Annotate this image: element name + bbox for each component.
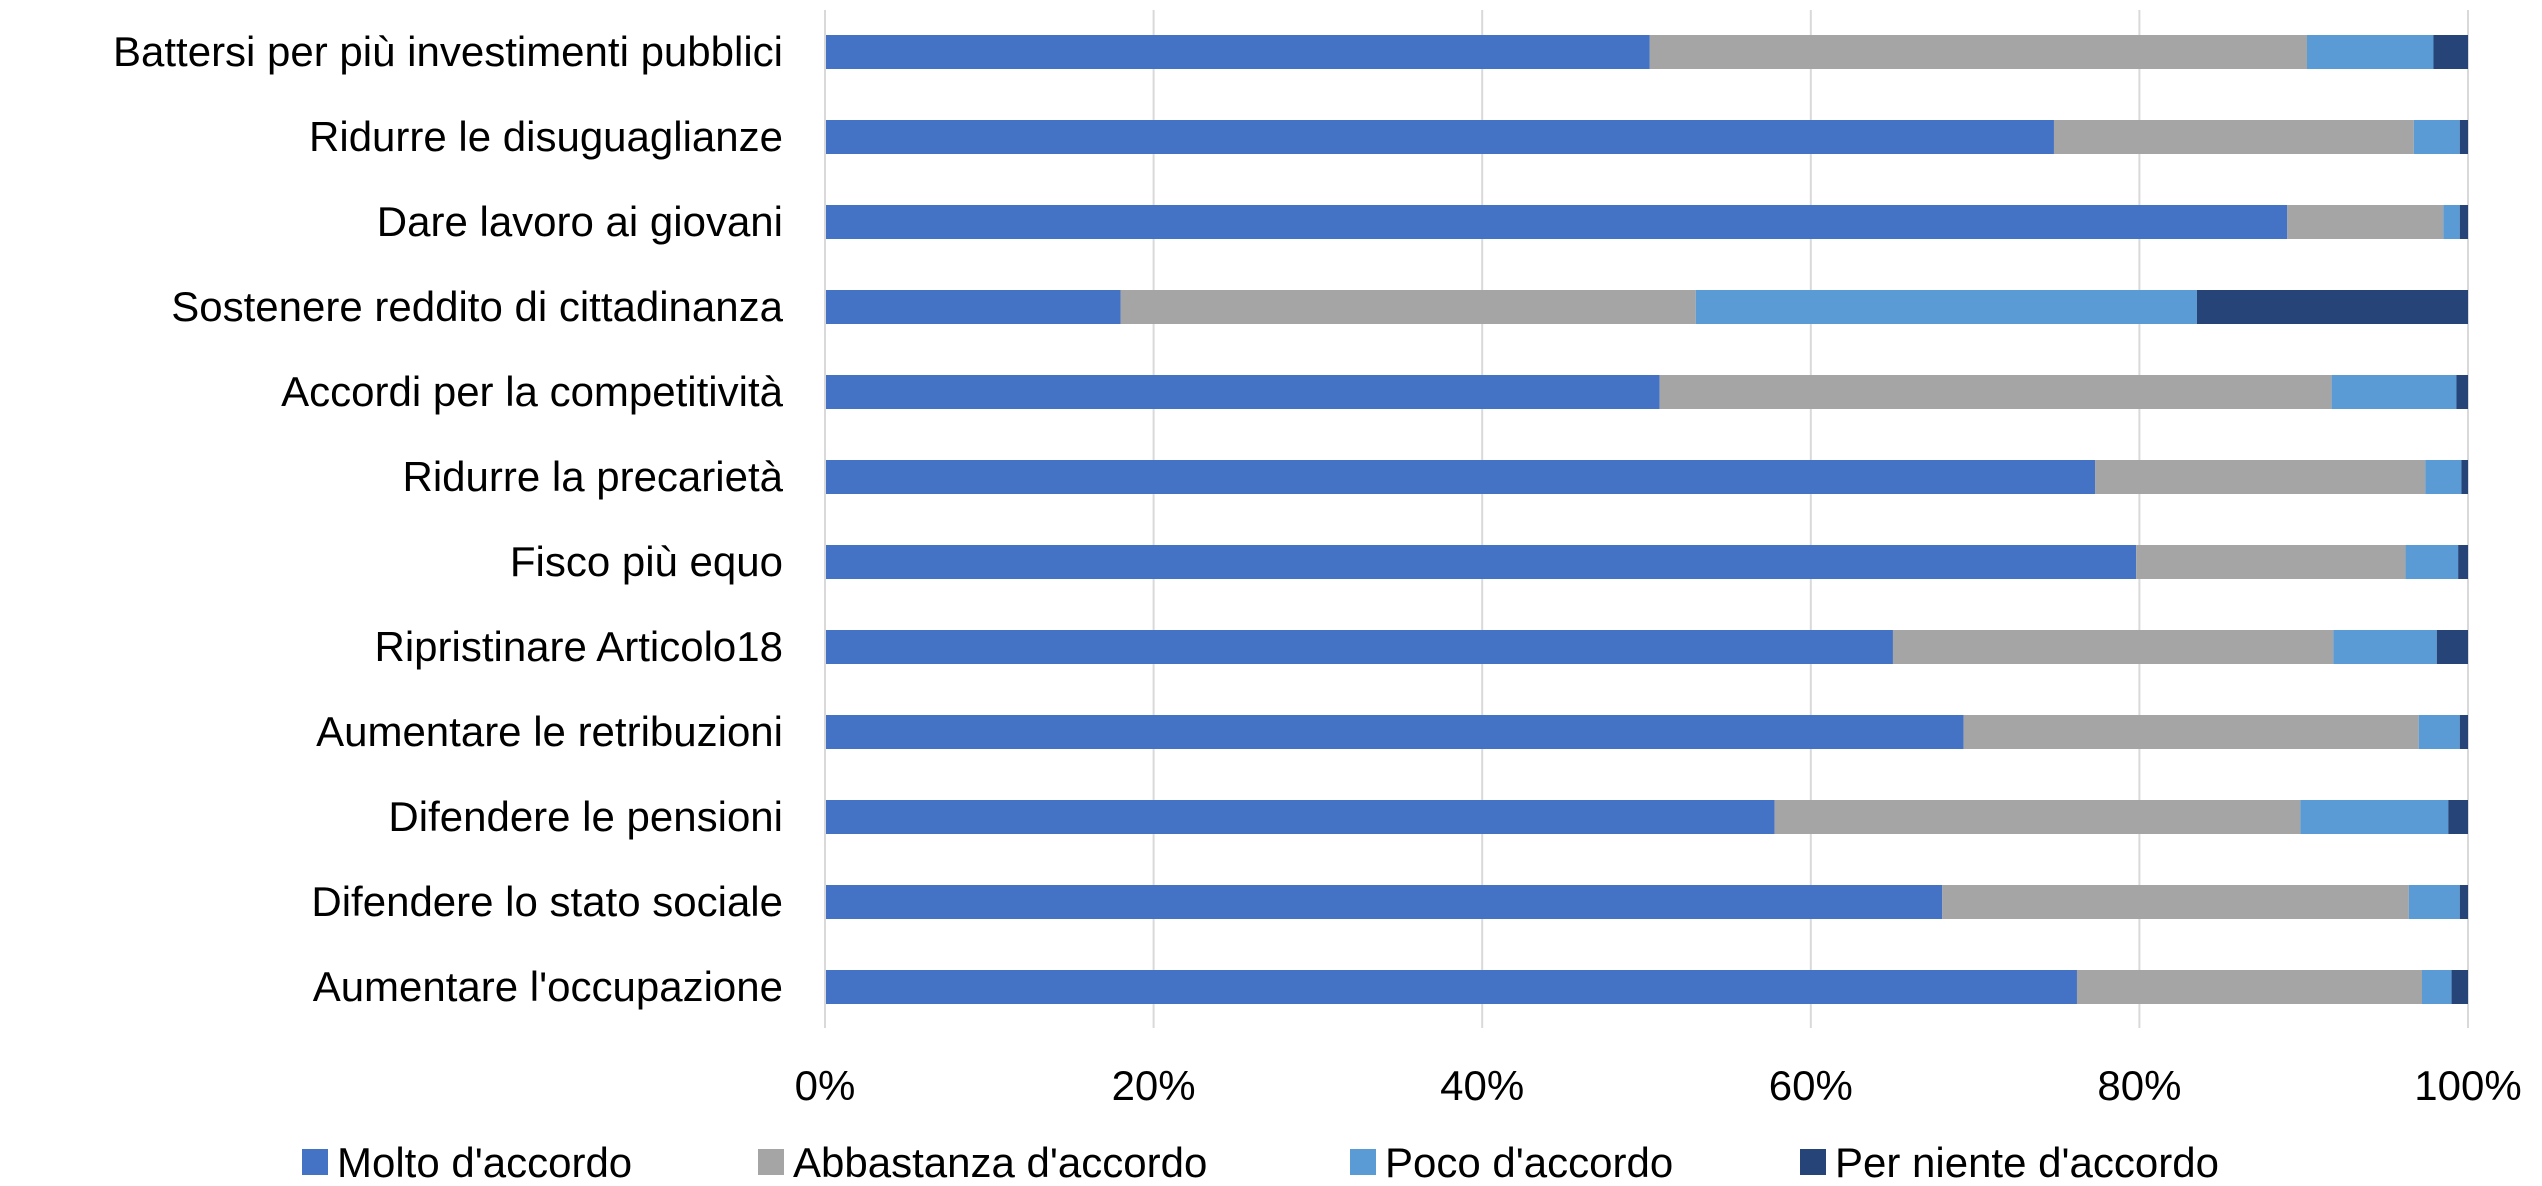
bar-segment	[1695, 290, 2197, 324]
category-label: Difendere le pensioni	[388, 793, 783, 840]
bar-segment	[2287, 205, 2444, 239]
bar-segment	[825, 375, 1660, 409]
bar-segment	[825, 885, 1943, 919]
category-label: Sostenere reddito di cittadinanza	[171, 283, 783, 330]
bar-segment	[825, 460, 2096, 494]
legend-swatch	[1800, 1149, 1826, 1175]
bar-segment	[2443, 205, 2460, 239]
bar-segment	[825, 205, 2288, 239]
bar-segment	[2306, 35, 2434, 69]
bar-segment	[2333, 630, 2437, 664]
bar-segment	[825, 715, 1964, 749]
category-label: Accordi per la competitività	[281, 368, 784, 415]
bar-segment	[1659, 375, 2332, 409]
legend-label: Abbastanza d'accordo	[793, 1139, 1207, 1186]
bar-segment	[2461, 460, 2468, 494]
bar-segment	[2421, 970, 2452, 1004]
bar-segment	[2053, 120, 2414, 154]
bar-segment	[2456, 375, 2468, 409]
legend-swatch	[758, 1149, 784, 1175]
bar-segment	[2459, 885, 2468, 919]
bar-segment	[2076, 970, 2422, 1004]
bar-segment	[825, 970, 2077, 1004]
category-label: Ridurre la precarietà	[402, 453, 783, 500]
category-label: Ridurre le disuguaglianze	[309, 113, 783, 160]
bar-segment	[2451, 970, 2468, 1004]
legend-label: Per niente d'accordo	[1835, 1139, 2219, 1186]
category-label: Fisco più equo	[510, 538, 783, 585]
bar-segment	[1649, 35, 2307, 69]
category-label: Aumentare le retribuzioni	[316, 708, 783, 755]
x-tick-labels: 0% 20% 40% 60% 80% 100%	[795, 1062, 2522, 1109]
bar-segment	[2418, 715, 2460, 749]
bars	[825, 35, 2468, 1004]
category-label: Battersi per più investimenti pubblici	[113, 28, 783, 75]
bar-segment	[2408, 885, 2460, 919]
x-tick-label: 60%	[1769, 1062, 1853, 1109]
bar-segment	[2095, 460, 2426, 494]
bar-segment	[2331, 375, 2457, 409]
bar-segment	[825, 35, 1650, 69]
legend: Molto d'accordo Abbastanza d'accordo Poco …	[302, 1139, 2219, 1186]
category-label: Aumentare l'occupazione	[313, 963, 783, 1010]
bar-segment	[2300, 800, 2449, 834]
x-tick-label: 40%	[1440, 1062, 1524, 1109]
category-label: Dare lavoro ai giovani	[377, 198, 783, 245]
legend-swatch	[302, 1149, 328, 1175]
bar-segment	[2436, 630, 2468, 664]
legend-label: Poco d'accordo	[1385, 1139, 1673, 1186]
bar-segment	[2459, 715, 2468, 749]
bar-segment	[2458, 545, 2468, 579]
bar-segment	[1892, 630, 2334, 664]
legend-label: Molto d'accordo	[337, 1139, 632, 1186]
bar-segment	[1963, 715, 2419, 749]
category-label: Difendere lo stato sociale	[311, 878, 783, 925]
bar-segment	[825, 630, 1893, 664]
x-tick-label: 100%	[2414, 1062, 2521, 1109]
bar-segment	[1942, 885, 2409, 919]
bar-segment	[1774, 800, 2301, 834]
category-label: Ripristinare Articolo18	[374, 623, 783, 670]
bar-segment	[825, 545, 2137, 579]
bar-segment	[2459, 120, 2468, 154]
legend-swatch	[1350, 1149, 1376, 1175]
bar-segment	[2448, 800, 2468, 834]
bar-segment	[2405, 545, 2459, 579]
bar-segment	[2433, 35, 2468, 69]
bar-segment	[825, 800, 1775, 834]
x-tick-label: 80%	[2097, 1062, 2181, 1109]
bar-segment	[2459, 205, 2468, 239]
bar-segment	[825, 290, 1121, 324]
category-labels: Battersi per più investimenti pubblici Ri…	[113, 28, 784, 1010]
bar-segment	[2196, 290, 2468, 324]
grid-lines	[1152, 10, 2469, 1028]
bar-segment	[1120, 290, 1696, 324]
bar-segment	[2425, 460, 2462, 494]
x-tick-label: 20%	[1112, 1062, 1196, 1109]
bar-segment	[2413, 120, 2460, 154]
bar-segment	[825, 120, 2054, 154]
x-tick-label: 0%	[795, 1062, 856, 1109]
bar-segment	[2136, 545, 2406, 579]
